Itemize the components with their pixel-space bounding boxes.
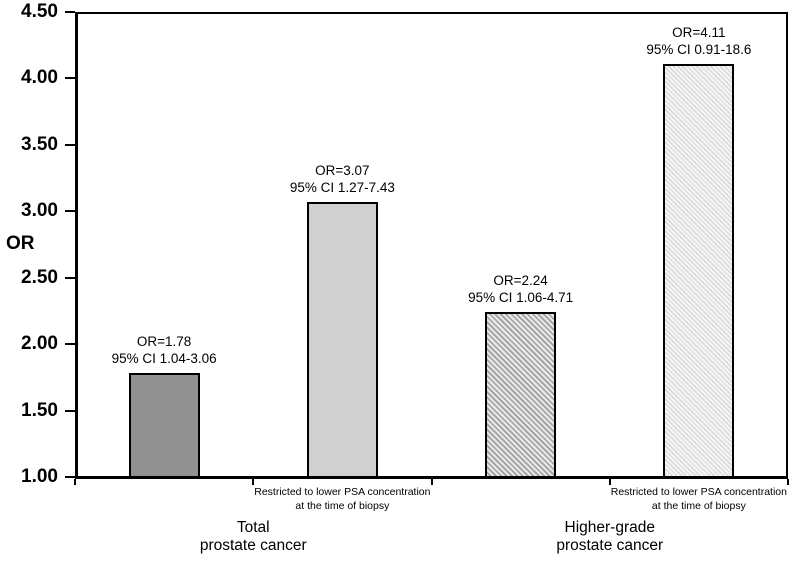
axis-note-line: at the time of biopsy <box>295 500 390 512</box>
bar-value-label: OR=4.11 95% CI 0.91-18.6 <box>604 24 794 58</box>
y-tick-mark <box>65 343 75 346</box>
group-label-line1: Higher-grade <box>564 519 655 536</box>
y-axis-title: OR <box>6 233 35 254</box>
bar-value-label: OR=1.78 95% CI 1.04-3.06 <box>69 333 259 367</box>
bar-value-label: OR=2.24 95% CI 1.06-4.71 <box>426 272 616 306</box>
y-tick-mark <box>65 276 75 279</box>
group-label-line1: Total <box>236 519 270 536</box>
bar-value-label: OR=3.07 95% CI 1.27-7.43 <box>247 162 437 196</box>
bar-hatch-light <box>663 63 735 479</box>
y-tick-label: 4.50 <box>21 1 58 22</box>
ci-value-text: 95% CI 1.06-4.71 <box>468 290 574 306</box>
x-tick-mark <box>252 479 255 485</box>
y-tick-label: 3.00 <box>21 200 58 222</box>
plot-area <box>75 12 788 479</box>
group-label-line2: prostate cancer <box>199 536 307 554</box>
axis-note-line: at the time of biopsy <box>651 500 746 512</box>
or-value-text: OR=3.07 <box>315 162 370 178</box>
x-tick-mark <box>430 479 433 485</box>
x-tick-mark <box>608 479 611 485</box>
axis-note-line: Restricted to lower PSA concentration <box>254 486 431 498</box>
y-tick-mark <box>65 409 75 412</box>
ci-value-text: 95% CI 1.04-3.06 <box>111 351 217 367</box>
category-group-label: Higher-grade prostate cancer <box>500 519 720 554</box>
axis-note-label: Restricted to lower PSA concentration at … <box>569 485 800 513</box>
or-value-text: OR=1.78 <box>136 334 192 350</box>
category-group-label: Total prostate cancer <box>143 519 363 554</box>
or-value-text: OR=2.24 <box>493 273 548 289</box>
group-label-line2: prostate cancer <box>556 536 664 554</box>
y-tick-label: 1.50 <box>21 399 58 421</box>
axis-note-label: Restricted to lower PSA concentration at … <box>212 485 472 513</box>
x-tick-mark <box>787 479 789 485</box>
y-tick-label: 1.00 <box>21 466 58 487</box>
y-tick-mark <box>65 476 75 478</box>
y-tick-label: 4.00 <box>21 67 58 89</box>
y-tick-mark <box>65 77 75 80</box>
y-tick-label: 2.00 <box>21 333 58 355</box>
y-tick-mark <box>65 143 75 146</box>
or-value-text: OR=4.11 <box>672 24 726 40</box>
x-tick-mark <box>74 479 76 485</box>
bar-solid-dark <box>128 373 200 479</box>
ci-value-text: 95% CI 1.27-7.43 <box>289 179 395 195</box>
y-tick-mark <box>65 11 75 13</box>
y-tick-label: 3.50 <box>21 133 58 155</box>
bar-solid-light <box>306 201 378 479</box>
ci-value-text: 95% CI 0.91-18.6 <box>646 41 752 57</box>
axis-note-line: Restricted to lower PSA concentration <box>610 486 787 498</box>
y-tick-mark <box>65 210 75 213</box>
y-tick-label: 2.50 <box>21 266 58 288</box>
bar-hatch-dark <box>485 312 557 479</box>
